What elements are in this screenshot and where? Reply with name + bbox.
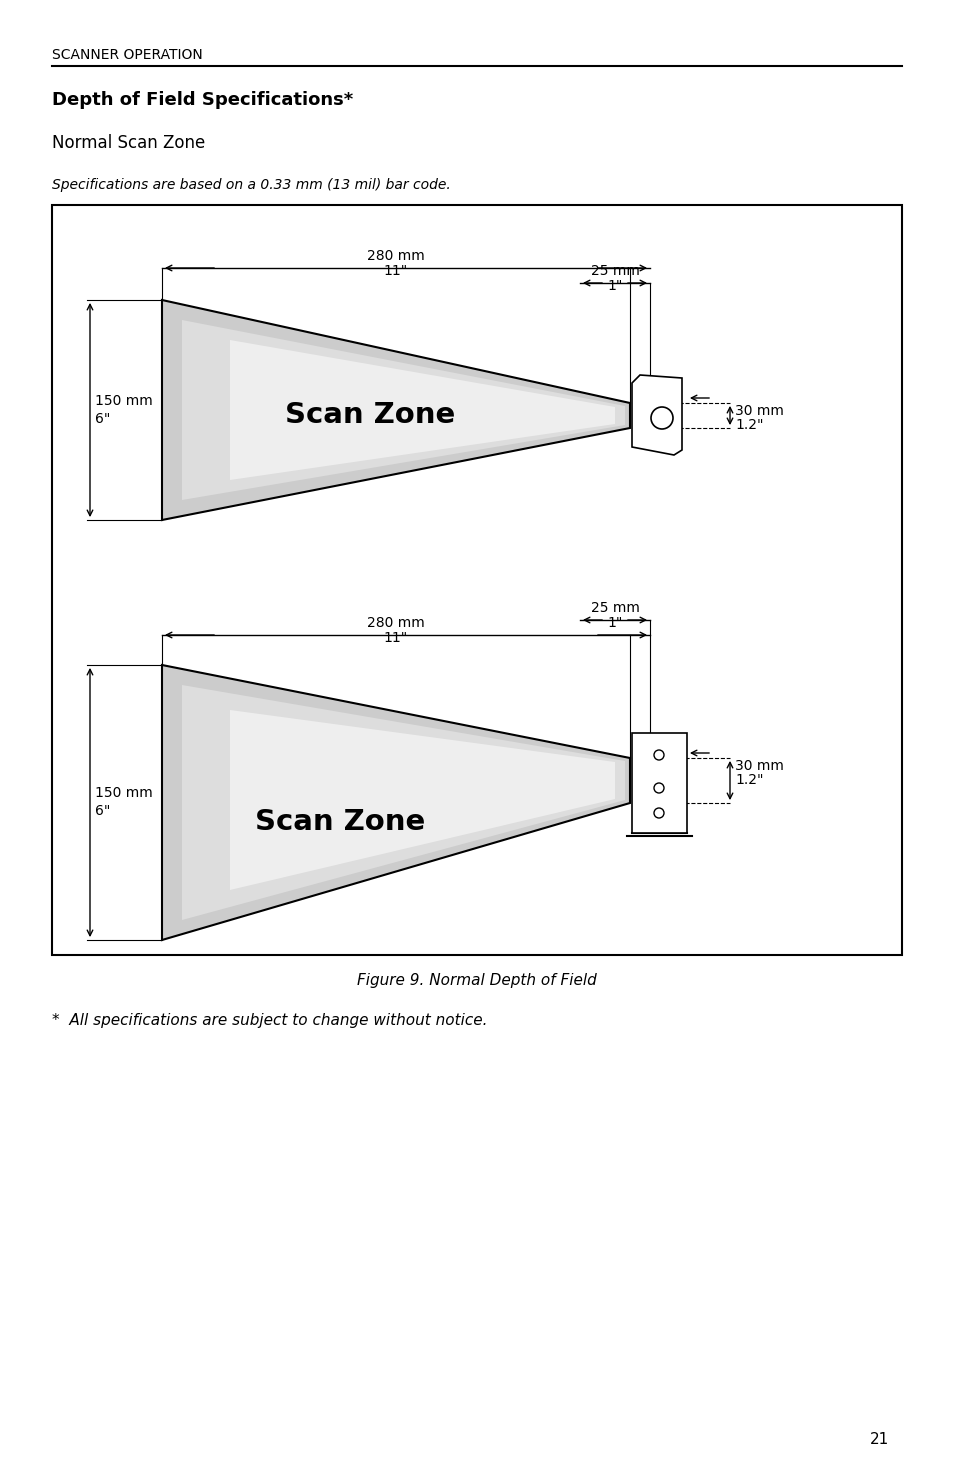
Polygon shape [631, 375, 681, 454]
Polygon shape [162, 665, 629, 940]
Text: 6": 6" [95, 804, 111, 819]
Polygon shape [182, 684, 624, 920]
Text: Scan Zone: Scan Zone [285, 401, 455, 429]
Text: 280 mm: 280 mm [367, 249, 424, 263]
Text: 1": 1" [607, 617, 622, 630]
Polygon shape [230, 709, 615, 889]
Text: Depth of Field Specifications*: Depth of Field Specifications* [52, 91, 353, 109]
Text: 150 mm: 150 mm [95, 786, 152, 799]
Text: SCANNER OPERATION: SCANNER OPERATION [52, 49, 203, 62]
Polygon shape [162, 299, 629, 521]
Text: 1.2": 1.2" [734, 773, 762, 788]
Text: 150 mm: 150 mm [95, 394, 152, 409]
Polygon shape [182, 320, 624, 500]
Text: 11": 11" [383, 264, 408, 277]
Text: 25 mm: 25 mm [590, 264, 639, 277]
Text: Scan Zone: Scan Zone [254, 808, 425, 836]
Text: 11": 11" [383, 631, 408, 645]
Text: Normal Scan Zone: Normal Scan Zone [52, 134, 205, 152]
Text: 30 mm: 30 mm [734, 404, 783, 417]
Text: 1.2": 1.2" [734, 417, 762, 432]
Polygon shape [230, 341, 615, 479]
Circle shape [654, 783, 663, 794]
Text: 280 mm: 280 mm [367, 617, 424, 630]
Text: 1": 1" [607, 279, 622, 294]
Circle shape [650, 407, 672, 429]
Bar [52, 205, 901, 954]
Text: 6": 6" [95, 412, 111, 426]
Text: Figure 9. Normal Depth of Field: Figure 9. Normal Depth of Field [356, 972, 597, 987]
Text: 21: 21 [869, 1432, 889, 1447]
Text: 25 mm: 25 mm [590, 600, 639, 615]
Bar [631, 733, 686, 833]
Text: Specifications are based on a 0.33 mm (13 mil) bar code.: Specifications are based on a 0.33 mm (1… [52, 178, 450, 192]
Text: *  All specifications are subject to change without notice.: * All specifications are subject to chan… [52, 1012, 487, 1028]
Text: 30 mm: 30 mm [734, 760, 783, 773]
Circle shape [654, 808, 663, 819]
Circle shape [654, 749, 663, 760]
